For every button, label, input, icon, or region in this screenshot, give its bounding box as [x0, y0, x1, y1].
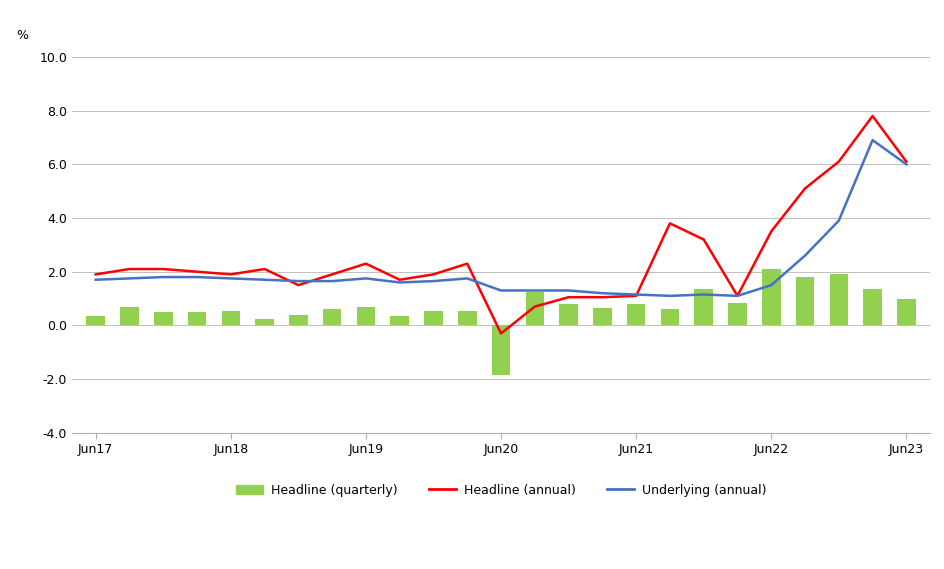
Bar: [761, 269, 780, 325]
Bar: [863, 289, 881, 325]
Bar: [896, 299, 915, 325]
Bar: [728, 303, 746, 325]
Bar: [86, 316, 105, 325]
Bar: [626, 304, 645, 325]
Legend: Headline (quarterly), Headline (annual), Underlying (annual): Headline (quarterly), Headline (annual),…: [230, 479, 770, 502]
Bar: [525, 292, 544, 325]
Bar: [188, 312, 206, 325]
Bar: [424, 311, 443, 325]
Bar: [491, 325, 510, 375]
Bar: [323, 310, 341, 325]
Bar: [593, 308, 611, 325]
Bar: [829, 274, 847, 325]
Bar: [694, 289, 712, 325]
Bar: [356, 307, 375, 325]
Bar: [120, 307, 139, 325]
Bar: [795, 277, 814, 325]
Bar: [154, 312, 173, 325]
Bar: [255, 319, 274, 325]
Bar: [660, 310, 679, 325]
Bar: [221, 311, 240, 325]
Bar: [458, 311, 476, 325]
Text: %: %: [16, 29, 28, 42]
Bar: [559, 304, 578, 325]
Bar: [390, 316, 409, 325]
Bar: [289, 315, 308, 325]
